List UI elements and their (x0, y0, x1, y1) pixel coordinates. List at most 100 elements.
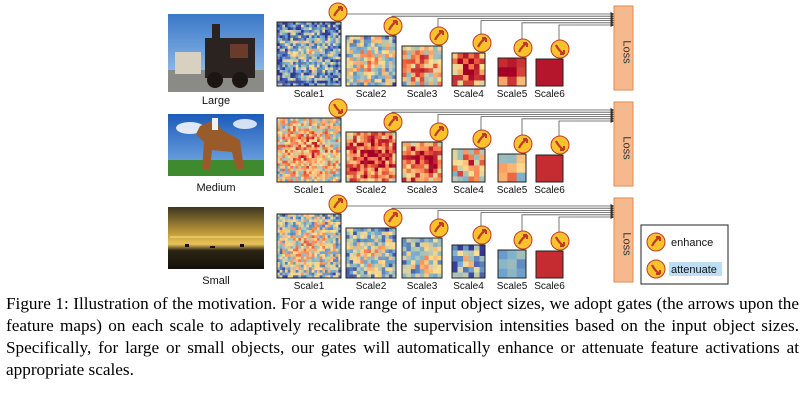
heatmap-cell (360, 75, 365, 80)
heatmap-cell (335, 123, 339, 127)
heatmap-cell (333, 158, 336, 161)
heatmap-cell (279, 262, 283, 265)
heatmap-cell (282, 246, 286, 249)
heatmap-cell (325, 256, 328, 260)
heatmap-cell (330, 46, 334, 49)
heatmap-cell (419, 142, 425, 147)
heatmap-cell (335, 238, 339, 241)
heatmap-cell (290, 259, 294, 263)
heatmap-cell (402, 142, 407, 147)
heatmap-cell (333, 27, 336, 31)
heatmap-cell (293, 118, 296, 121)
heatmap-cell (327, 246, 331, 249)
heatmap-cell (367, 228, 372, 232)
heatmap-cell (301, 38, 304, 41)
heatmap-cell (474, 64, 480, 70)
heatmap-cell (333, 251, 336, 255)
heatmap-cell (330, 219, 334, 223)
gate-circle (550, 39, 570, 59)
heatmap-cell (327, 83, 331, 87)
heatmap-cell (301, 176, 304, 180)
heatmap-cell (330, 216, 334, 220)
heatmap-cell (507, 163, 517, 173)
heatmap-cell (338, 219, 342, 223)
heatmap-cell (306, 139, 310, 143)
heatmap-cell (335, 176, 339, 180)
heatmap-cell (346, 68, 350, 73)
heatmap-cell (327, 238, 331, 241)
heatmap-cell (301, 251, 304, 255)
heatmap-cell (279, 235, 283, 239)
heatmap-cell (277, 144, 280, 148)
heatmap-cell (428, 72, 434, 78)
heatmap-cell (311, 230, 315, 233)
heatmap-cell (311, 163, 315, 167)
heatmap-cell (498, 163, 508, 173)
heatmap-cell (282, 54, 286, 57)
heatmap-cell (325, 232, 328, 236)
heatmap-cell (311, 142, 315, 145)
heatmap-cell (306, 123, 310, 127)
heatmap-cell (298, 248, 302, 252)
heatmap-cell (314, 54, 318, 57)
heatmap-cell (322, 83, 326, 87)
heatmap-cell (277, 230, 280, 233)
heatmap-cell (338, 59, 342, 63)
heatmap-cell (330, 139, 334, 143)
heatmap-cell (279, 27, 283, 31)
gate-attenuate-icon (328, 98, 348, 118)
heatmap-cell (360, 157, 365, 161)
heatmap-cell (536, 251, 564, 279)
heatmap-cell (402, 155, 407, 161)
heatmap-cell (285, 40, 288, 44)
heatmap-cell (293, 70, 296, 73)
heatmap-cell (371, 245, 375, 250)
heatmap-cell (363, 50, 368, 55)
heatmap-cell (309, 251, 312, 255)
heatmap-cell (306, 251, 310, 255)
heatmap-cell (317, 67, 320, 71)
heatmap-cell (285, 30, 288, 33)
heatmap-2-scale1 (276, 117, 342, 183)
heatmap-cell (360, 249, 365, 254)
heatmap-cell (385, 157, 390, 161)
gate-arrowhead (560, 50, 565, 55)
heatmap-cell (428, 146, 434, 152)
heatmap-cell (327, 32, 331, 36)
heatmap-cell (319, 43, 323, 47)
heatmap-cell (306, 147, 310, 151)
heatmap-cell (293, 222, 296, 225)
heatmap-cell (277, 72, 280, 76)
heatmap-cell (333, 40, 336, 44)
heatmap-cell (349, 50, 354, 55)
heatmap-cell (330, 150, 334, 153)
heatmap-cell (309, 224, 312, 228)
heatmap-cell (301, 232, 304, 236)
heatmap-cell (279, 158, 283, 161)
heatmap-cell (306, 83, 310, 87)
heatmap-cell (333, 168, 336, 172)
heatmap-cell (311, 264, 315, 268)
heatmap-cell (325, 275, 328, 279)
heatmap-cell (282, 214, 286, 217)
heatmap-cell (277, 160, 280, 164)
heatmap-cell (333, 51, 336, 55)
heatmap-cell (325, 78, 328, 81)
heatmap-cell (338, 251, 342, 255)
heatmap-cell (367, 78, 372, 83)
heatmap-cell (333, 176, 336, 180)
heatmap-cell (452, 245, 458, 251)
heatmap-cell (392, 235, 397, 240)
heatmap-cell (309, 232, 312, 236)
heatmap-cell (424, 251, 429, 257)
heatmap-cell (314, 222, 318, 225)
heatmap-cell (317, 30, 320, 33)
heatmap-cell (406, 77, 412, 82)
heatmap-cell (410, 159, 416, 165)
heatmap-cell (311, 248, 315, 252)
heatmap-cell (371, 231, 375, 236)
heatmap-cell (457, 165, 464, 172)
heatmap-cell (309, 72, 312, 76)
heatmap-cell (381, 231, 386, 236)
heatmap-cell (360, 231, 365, 236)
